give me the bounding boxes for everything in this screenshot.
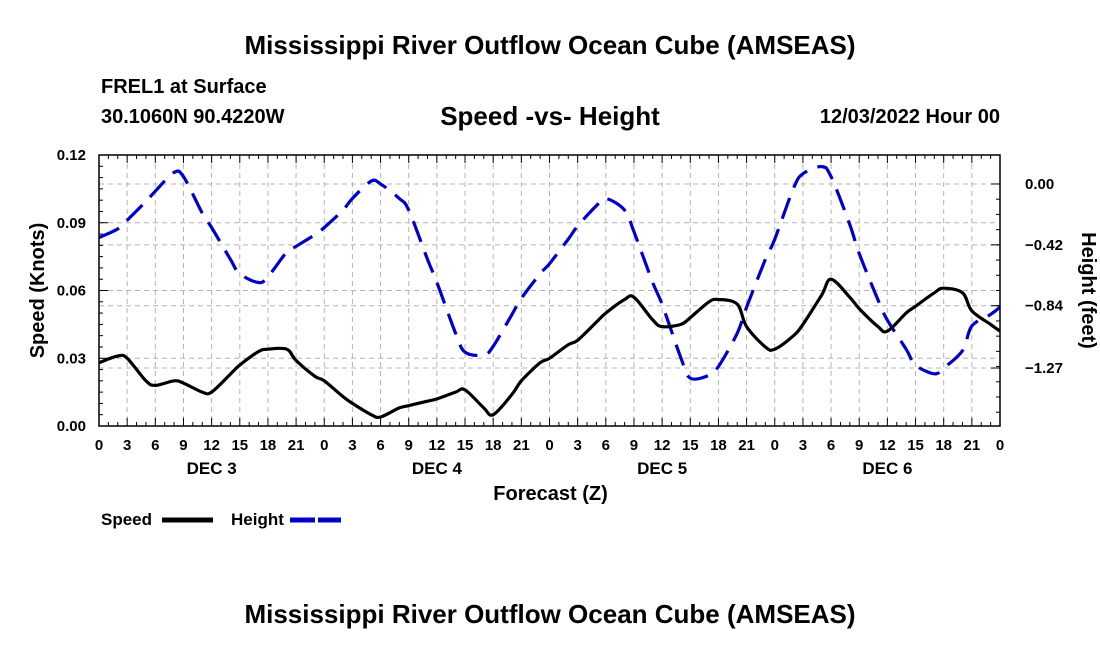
x-tick-label: 0	[771, 437, 779, 454]
x-tick-label: 0	[545, 437, 553, 454]
day-label: DEC 3	[187, 459, 237, 478]
x-tick-label: 21	[738, 437, 755, 454]
x-tick-label: 15	[682, 437, 699, 454]
x-tick-label: 12	[879, 437, 896, 454]
x-tick-label: 6	[827, 437, 835, 454]
x-tick-label: 0	[95, 437, 103, 454]
x-tick-label: 0	[996, 437, 1004, 454]
x-tick-label: 15	[457, 437, 474, 454]
x-tick-label: 9	[630, 437, 638, 454]
speed-series-line	[98, 277, 1001, 420]
y2-axis-title: Height (feet)	[1077, 232, 1099, 349]
x-tick-label: 21	[964, 437, 981, 454]
x-tick-label: 18	[935, 437, 952, 454]
x-tick-label: 3	[123, 437, 131, 454]
y2-tick-label: 0.00	[1025, 176, 1054, 193]
x-axis-title: Forecast (Z)	[493, 483, 607, 505]
x-tick-label: 0	[320, 437, 328, 454]
y-tick-label: 0.12	[57, 147, 86, 164]
day-label: DEC 6	[862, 459, 912, 478]
x-tick-label: 18	[260, 437, 277, 454]
station-coordinates: 30.1060N 90.4220W	[101, 106, 285, 128]
x-tick-label: 9	[855, 437, 863, 454]
x-tick-label: 18	[710, 437, 727, 454]
x-tick-label: 12	[203, 437, 220, 454]
x-tick-label: 3	[799, 437, 807, 454]
x-tick-label: 18	[485, 437, 502, 454]
legend-label-speed: Speed	[101, 510, 152, 529]
y2-tick-label: −0.84	[1025, 298, 1064, 315]
y-tick-label: 0.03	[57, 350, 86, 367]
y-axis-title: Speed (Knots)	[27, 223, 49, 359]
x-tick-label: 3	[348, 437, 356, 454]
forecast-datetime: 12/03/2022 Hour 00	[819, 106, 1000, 128]
y2-tick-label: −0.42	[1025, 237, 1063, 254]
x-tick-label: 9	[179, 437, 187, 454]
x-tick-label: 9	[405, 437, 413, 454]
day-label: DEC 5	[637, 459, 687, 478]
x-tick-label: 12	[654, 437, 671, 454]
height-series-line	[98, 164, 1001, 381]
x-tick-label: 3	[573, 437, 581, 454]
day-label: DEC 4	[412, 459, 463, 478]
footer-title: Mississippi River Outflow Ocean Cube (AM…	[244, 599, 856, 629]
x-tick-label: 6	[602, 437, 610, 454]
x-tick-label: 12	[429, 437, 446, 454]
axis-ticks	[98, 154, 1001, 427]
legend: Speed Height	[101, 510, 341, 529]
x-tick-label: 6	[376, 437, 384, 454]
station-label: FREL1 at Surface	[101, 76, 267, 98]
grid-lines	[99, 155, 1000, 426]
x-tick-label: 15	[231, 437, 248, 454]
chart-subtitle: Speed -vs- Height	[440, 101, 660, 131]
data-series	[98, 164, 1001, 420]
x-tick-label: 21	[513, 437, 530, 454]
axis-labels: 0 3 6 9 12 15 18 21 0 3 6 9 12 15 18 21 0 3 6 9 12 15 18 21 0 3 6 9…	[27, 147, 1099, 505]
y-tick-label: 0.00	[57, 418, 86, 435]
y-tick-label: 0.09	[57, 215, 86, 232]
x-tick-label: 6	[151, 437, 159, 454]
x-tick-label: 15	[907, 437, 924, 454]
y2-tick-label: −1.27	[1025, 360, 1063, 377]
x-tick-label: 21	[288, 437, 305, 454]
legend-label-height: Height	[231, 510, 284, 529]
chart-title: Mississippi River Outflow Ocean Cube (AM…	[244, 30, 856, 60]
y-tick-label: 0.06	[57, 283, 86, 300]
